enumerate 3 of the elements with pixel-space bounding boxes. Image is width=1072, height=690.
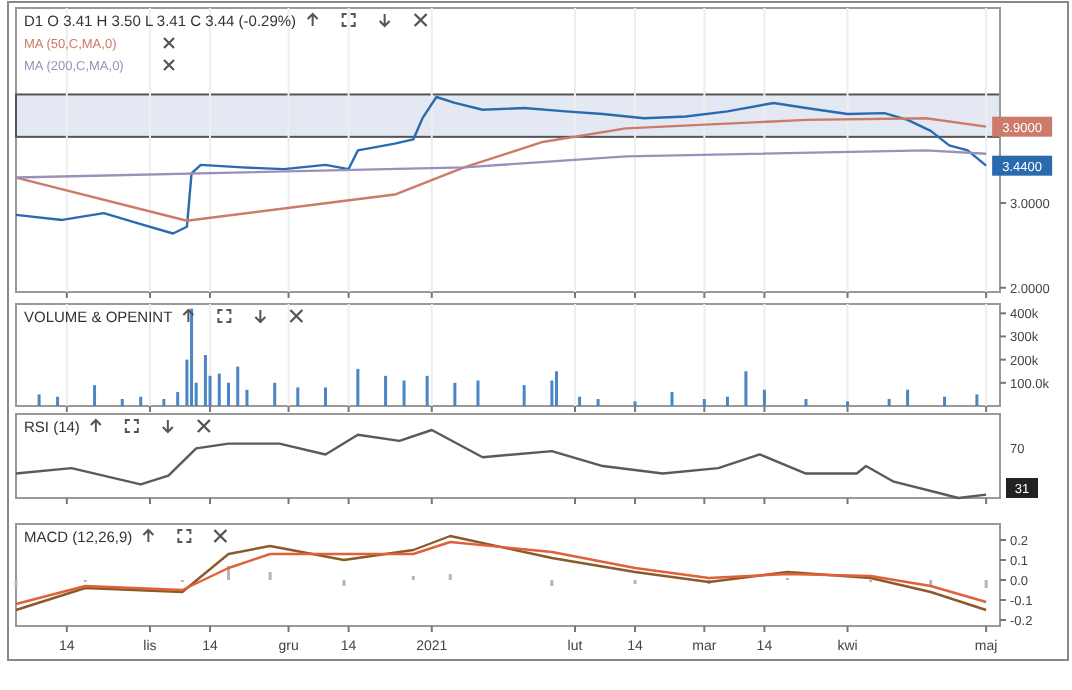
line-series	[14, 95, 988, 235]
line-series	[14, 117, 988, 222]
line-series	[14, 149, 988, 179]
